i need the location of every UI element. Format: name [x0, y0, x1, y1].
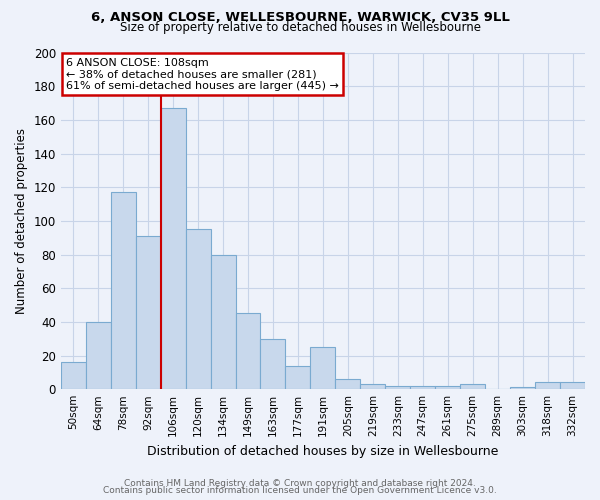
Bar — [560, 382, 585, 389]
Bar — [236, 314, 260, 389]
Bar — [410, 386, 435, 389]
Bar — [136, 236, 161, 389]
Bar — [286, 366, 310, 389]
Bar — [460, 384, 485, 389]
Y-axis label: Number of detached properties: Number of detached properties — [15, 128, 28, 314]
Bar — [335, 379, 361, 389]
Bar — [361, 384, 385, 389]
Bar — [385, 386, 410, 389]
Bar — [510, 388, 535, 389]
Bar — [310, 347, 335, 389]
X-axis label: Distribution of detached houses by size in Wellesbourne: Distribution of detached houses by size … — [147, 444, 499, 458]
Bar — [185, 230, 211, 389]
Text: Contains HM Land Registry data © Crown copyright and database right 2024.: Contains HM Land Registry data © Crown c… — [124, 478, 476, 488]
Bar — [111, 192, 136, 389]
Text: 6 ANSON CLOSE: 108sqm
← 38% of detached houses are smaller (281)
61% of semi-det: 6 ANSON CLOSE: 108sqm ← 38% of detached … — [66, 58, 339, 91]
Bar — [161, 108, 185, 389]
Text: 6, ANSON CLOSE, WELLESBOURNE, WARWICK, CV35 9LL: 6, ANSON CLOSE, WELLESBOURNE, WARWICK, C… — [91, 11, 509, 24]
Bar — [86, 322, 111, 389]
Bar — [535, 382, 560, 389]
Bar — [61, 362, 86, 389]
Text: Contains public sector information licensed under the Open Government Licence v3: Contains public sector information licen… — [103, 486, 497, 495]
Bar — [260, 338, 286, 389]
Bar — [211, 254, 236, 389]
Text: Size of property relative to detached houses in Wellesbourne: Size of property relative to detached ho… — [119, 22, 481, 35]
Bar — [435, 386, 460, 389]
